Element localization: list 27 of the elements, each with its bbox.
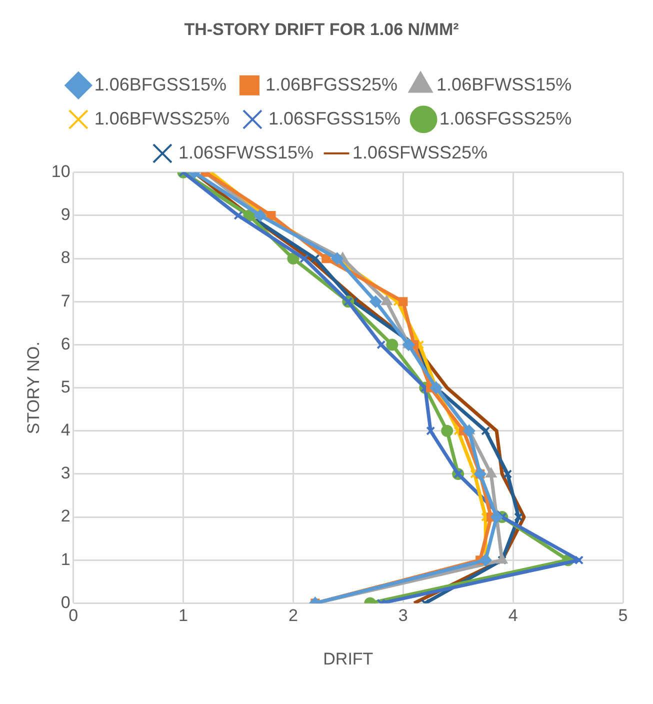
y-tick-label: 7 (60, 291, 70, 310)
legend-label: 1.06BFWSS25% (94, 108, 230, 128)
y-tick-label: 0 (60, 592, 70, 612)
x-tick-label: 3 (398, 606, 408, 626)
chart-title: TH-STORY DRIFT FOR 1.06 N/MM² (184, 20, 460, 39)
legend-label: 1.06SFGSS15% (268, 108, 401, 128)
x-axis-title: DRIFT (323, 649, 374, 668)
legend-label: 1.06BFWSS15% (436, 74, 572, 94)
y-tick-label: 4 (60, 420, 70, 440)
y-tick-label: 10 (51, 162, 70, 182)
legend-label: 1.06SFWSS25% (352, 142, 488, 162)
y-tick-label: 3 (60, 464, 70, 483)
x-tick-label: 1 (178, 606, 188, 626)
y-tick-label: 6 (60, 334, 70, 354)
legend-label: 1.06SFGSS25% (440, 108, 572, 128)
y-axis-title: STORY NO. (24, 342, 43, 434)
y-tick-label: 1 (60, 550, 70, 569)
x-tick-label: 5 (618, 606, 628, 626)
legend-label: 1.06BFGSS25% (265, 74, 398, 94)
y-tick-label: 5 (60, 377, 70, 396)
y-tick-label: 8 (60, 248, 70, 268)
y-tick-label: 2 (60, 506, 70, 526)
x-tick-label: 2 (288, 606, 298, 626)
legend-label: 1.06BFGSS15% (94, 74, 226, 94)
legend-label: 1.06SFWSS15% (178, 142, 314, 162)
y-tick-label: 9 (60, 205, 70, 224)
x-tick-label: 4 (508, 606, 518, 626)
